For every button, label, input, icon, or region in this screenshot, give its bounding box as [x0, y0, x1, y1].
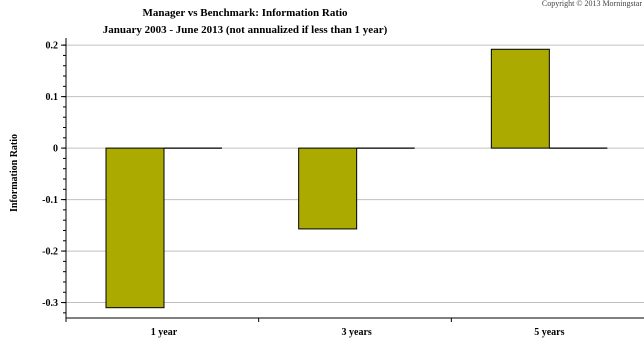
axis-layer: 0.2 0.1 0 -0.1 -0.2 -0.3 1 year 3 years 5 years: [42, 38, 644, 338]
x-tick-label: 1 year: [151, 327, 178, 338]
y-tick-label: -0.2: [42, 247, 58, 258]
y-tick-label: 0.2: [46, 41, 59, 52]
y-axis-label: Information Ratio: [9, 134, 20, 212]
copyright-notice: Copyright © 2013 Morningstar: [542, 0, 642, 8]
y-tick-label: -0.3: [42, 298, 58, 309]
y-tick-label: -0.1: [42, 195, 58, 206]
bar-manager-0: [105, 147, 165, 309]
chart-subtitle: January 2003 - June 2013 (not annualized…: [103, 24, 388, 36]
chart-title: Manager vs Benchmark: Information Ratio: [142, 7, 348, 19]
bar-manager-1: [298, 147, 358, 230]
x-tick-label: 3 years: [342, 327, 372, 338]
bar-manager-2: [490, 48, 550, 149]
y-tick-label: 0: [53, 144, 58, 155]
x-tick-label: 5 years: [534, 327, 564, 338]
bars-layer: [105, 48, 608, 309]
y-tick-label: 0.1: [46, 92, 59, 103]
